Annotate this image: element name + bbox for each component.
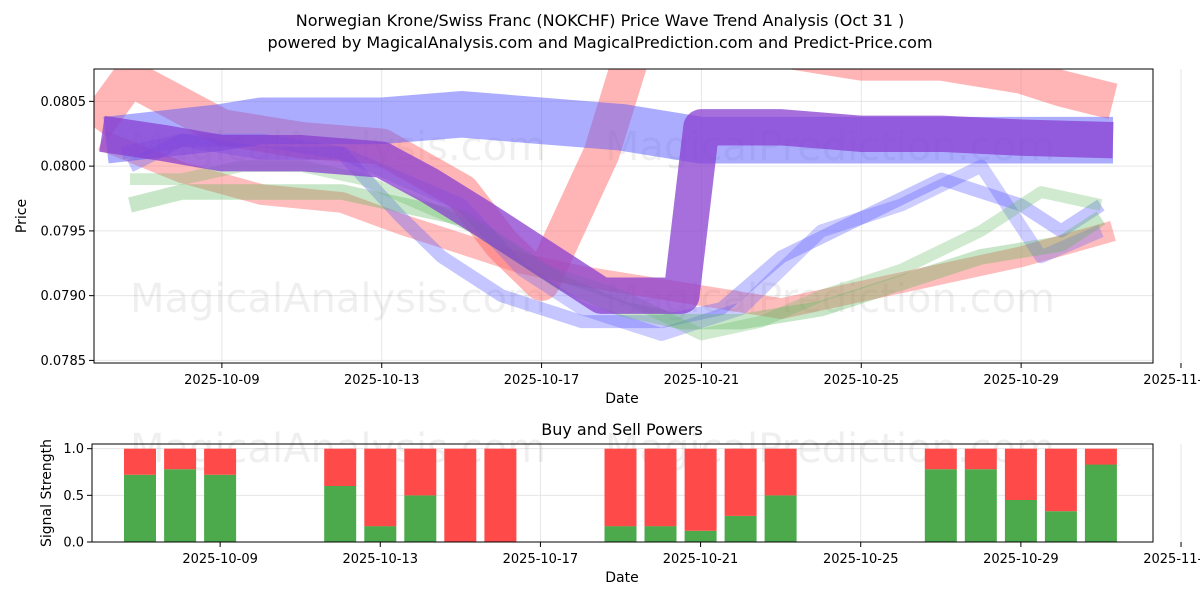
price-y-label: Price	[14, 199, 30, 233]
signal-plot-frame	[91, 443, 1154, 543]
signal-y-tick-label: 1.0	[63, 442, 84, 457]
price-y-ticks: 0.0785 0.0790 0.0795 0.0800 0.0805	[41, 95, 94, 369]
signal-x-tick-label: 2025-10-13	[342, 552, 418, 567]
sell-bar	[444, 448, 477, 542]
buy-bar	[124, 474, 156, 542]
signal-x-tick-label: 2025-10-25	[823, 552, 899, 567]
signal-y-tick-label: 0.0	[63, 536, 84, 551]
signal-x-tick-label: 2025-10-09	[182, 552, 258, 567]
sell-bar	[684, 448, 717, 531]
chart-title-line2: powered by MagicalAnalysis.com and Magic…	[267, 33, 932, 52]
signal-x-tick-label: 2025-11-01	[1143, 552, 1200, 567]
sell-bar	[724, 448, 757, 516]
sell-bar	[164, 448, 197, 470]
price-x-tick-label: 2025-10-29	[983, 373, 1059, 388]
sell-bar	[1084, 448, 1117, 465]
price-y-tick-label: 0.0785	[41, 354, 87, 369]
buy-bar	[404, 495, 437, 542]
chart-title-line1: Norwegian Krone/Swiss Franc (NOKCHF) Pri…	[296, 11, 905, 30]
buy-bar	[924, 469, 957, 542]
buy-bar	[964, 469, 997, 542]
sell-bar	[1004, 448, 1037, 500]
buy-bar	[324, 486, 357, 542]
sell-bar	[404, 448, 437, 496]
buy-bar	[1044, 511, 1077, 542]
buy-bar	[644, 526, 677, 542]
price-series	[94, 69, 1118, 341]
buy-bar	[604, 526, 637, 542]
buy-bar	[684, 530, 717, 542]
sell-bar	[204, 448, 237, 475]
signal-bars	[124, 448, 1117, 542]
signal-y-label: Signal Strength	[39, 439, 55, 547]
buy-bar	[364, 526, 397, 542]
price-wave-purple	[99, 109, 1114, 314]
sell-bar	[484, 448, 517, 542]
sell-bar	[324, 448, 357, 486]
price-y-tick-label: 0.0795	[41, 224, 87, 239]
price-x-label: Date	[605, 391, 638, 407]
sell-bar	[364, 448, 397, 527]
watermark-mid-left: MagicalAnalysis.com	[130, 276, 546, 322]
price-y-tick-label: 0.0790	[41, 289, 87, 304]
sell-bar	[644, 448, 677, 527]
signal-y-tick-label: 0.5	[63, 489, 84, 504]
signal-plot-title: Buy and Sell Powers	[541, 420, 703, 439]
price-x-tick-label: 2025-10-25	[823, 373, 899, 388]
signal-plot: Buy and Sell Powers MagicalAnalysis.com …	[39, 420, 1200, 586]
price-plot-frame	[93, 68, 1154, 364]
price-x-tick-label: 2025-10-13	[344, 373, 420, 388]
price-y-tick-label: 0.0800	[41, 160, 87, 175]
buy-bar	[764, 495, 797, 542]
signal-x-tick-label: 2025-10-29	[983, 552, 1059, 567]
buy-bar	[1004, 500, 1037, 542]
sell-bar	[764, 448, 797, 496]
price-y-tick-label: 0.0805	[41, 95, 87, 110]
buy-bar	[724, 515, 757, 542]
buy-bar	[164, 469, 197, 542]
sell-bar	[604, 448, 637, 527]
sell-bar	[124, 448, 156, 475]
buy-bar	[204, 474, 237, 542]
signal-x-label: Date	[605, 570, 638, 586]
sell-bar	[964, 448, 997, 470]
price-x-tick-label: 2025-10-17	[504, 373, 580, 388]
signal-x-tick-label: 2025-10-17	[503, 552, 579, 567]
sell-bar	[924, 448, 957, 470]
price-x-ticks: 2025-10-09 2025-10-13 2025-10-17 2025-10-21…	[184, 363, 1200, 388]
sell-bar	[1044, 448, 1077, 512]
buy-bar	[1084, 464, 1117, 542]
signal-y-ticks: 0.0 0.5 1.0	[63, 442, 92, 551]
price-plot: MagicalAnalysis.com MagicalPrediction.co…	[14, 68, 1200, 407]
price-wave-group	[94, 69, 1118, 341]
signal-x-tick-label: 2025-10-21	[663, 552, 739, 567]
price-x-tick-label: 2025-11-01	[1143, 373, 1200, 388]
price-x-tick-label: 2025-10-21	[664, 373, 740, 388]
price-x-tick-label: 2025-10-09	[184, 373, 260, 388]
signal-x-ticks: 2025-10-09 2025-10-13 2025-10-17 2025-10-21…	[182, 542, 1200, 567]
